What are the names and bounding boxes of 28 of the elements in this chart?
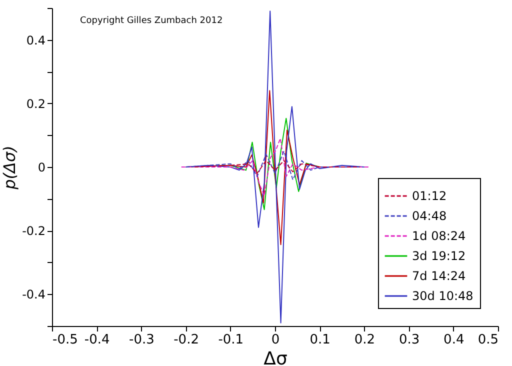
legend-label: 01:12 (412, 189, 447, 203)
x-tick-label: -0.1 (218, 332, 244, 348)
legend-label: 3d 19:12 (412, 249, 466, 263)
x-tick-label: 0.1 (310, 332, 330, 348)
x-axis-title: Δσ (264, 348, 288, 366)
x-tick-label: -0.2 (174, 332, 199, 348)
y-tick-label: 0 (38, 160, 46, 174)
y-tick-label: -0.2 (22, 224, 46, 238)
x-tick-label: 0 (271, 332, 280, 348)
legend-label: 1d 08:24 (412, 229, 466, 243)
y-tick-label: 0.2 (26, 96, 46, 111)
x-tick-label: -0.5 (52, 332, 78, 348)
y-axis-title: p(Δσ) (0, 146, 20, 190)
y-tick-label: 0.4 (26, 33, 46, 48)
x-tick-label: 0.3 (398, 332, 420, 348)
x-tick-label: 0.5 (478, 332, 498, 348)
annotation: Copyright Gilles Zumbach 2012 (80, 16, 223, 26)
line-series (180, 138, 370, 196)
legend-label: 7d 14:24 (412, 269, 466, 283)
line-series (185, 150, 365, 180)
x-tick-label: 0.2 (354, 332, 376, 348)
x-tick-label: -0.3 (129, 332, 154, 348)
legend-label: 30d 10:48 (412, 289, 474, 303)
legend-label: 04:48 (412, 209, 447, 223)
y-tick-label: -0.4 (22, 288, 46, 302)
x-tick-label: -0.4 (84, 332, 110, 348)
x-tick-label: 0.4 (444, 332, 464, 348)
line-series (194, 160, 360, 174)
